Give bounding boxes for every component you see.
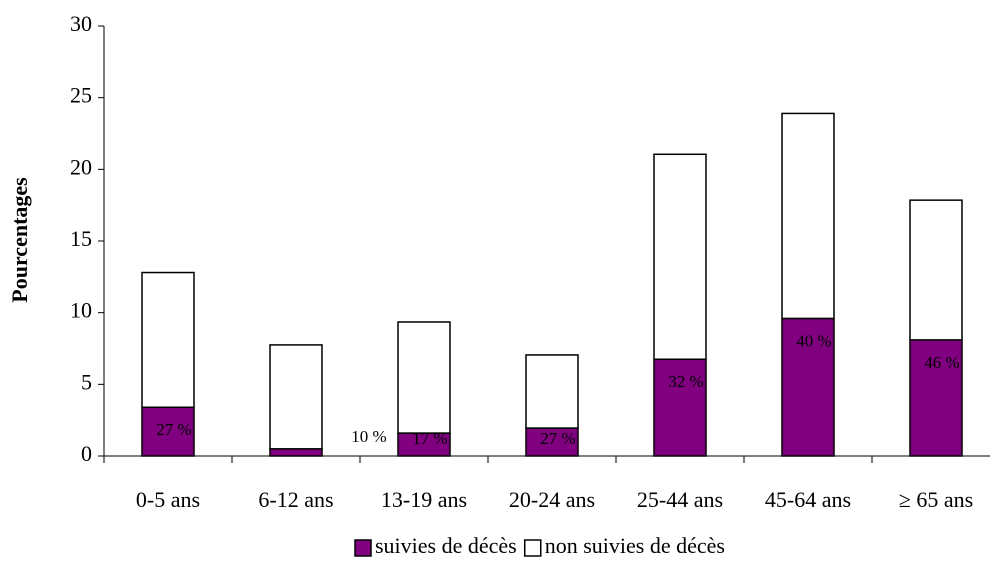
annotation: 27 % (156, 420, 191, 439)
legend-label: suivies de décès (375, 533, 517, 558)
annotation: 27 % (540, 429, 575, 448)
x-tick-label: 20-24 ans (509, 487, 595, 512)
y-tick-label: 5 (81, 369, 92, 394)
y-tick-label: 15 (70, 226, 92, 251)
y-axis-title: Pourcentages (7, 177, 32, 303)
legend-swatch (523, 539, 542, 557)
bar-segment (525, 354, 579, 429)
y-tick-label: 25 (70, 83, 92, 108)
y-tick-label: 0 (81, 441, 92, 466)
x-tick-label: 6-12 ans (258, 487, 333, 512)
y-tick-label: 10 (70, 298, 92, 323)
bar-segment (781, 317, 835, 457)
bar-segment (781, 112, 835, 320)
bar-segment (269, 448, 323, 457)
x-tick-label: 25-44 ans (637, 487, 723, 512)
annotation: 46 % (924, 353, 959, 372)
bar-segment (141, 271, 195, 409)
bar-segment (653, 358, 707, 457)
legend-swatch (354, 539, 372, 557)
bar-segment (525, 427, 579, 457)
annotation: 40 % (796, 331, 831, 350)
annotation: 32 % (668, 372, 703, 391)
x-tick-label: 45-64 ans (765, 487, 851, 512)
legend-label: non suivies de décès (545, 533, 725, 558)
bar-segment (141, 406, 195, 457)
annotation: 10 % (351, 427, 386, 446)
annotation: 17 % (412, 429, 447, 448)
x-tick-label: 13-19 ans (381, 487, 467, 512)
bar-segment (909, 199, 963, 341)
bar-segment (909, 339, 963, 457)
bar-segment (269, 344, 323, 450)
x-tick-label: ≥ 65 ans (899, 487, 973, 512)
y-tick-label: 30 (70, 11, 92, 36)
y-tick-label: 20 (70, 154, 92, 179)
x-tick-label: 0-5 ans (136, 487, 200, 512)
bar-segment (653, 153, 707, 360)
bar-segment (397, 321, 451, 434)
